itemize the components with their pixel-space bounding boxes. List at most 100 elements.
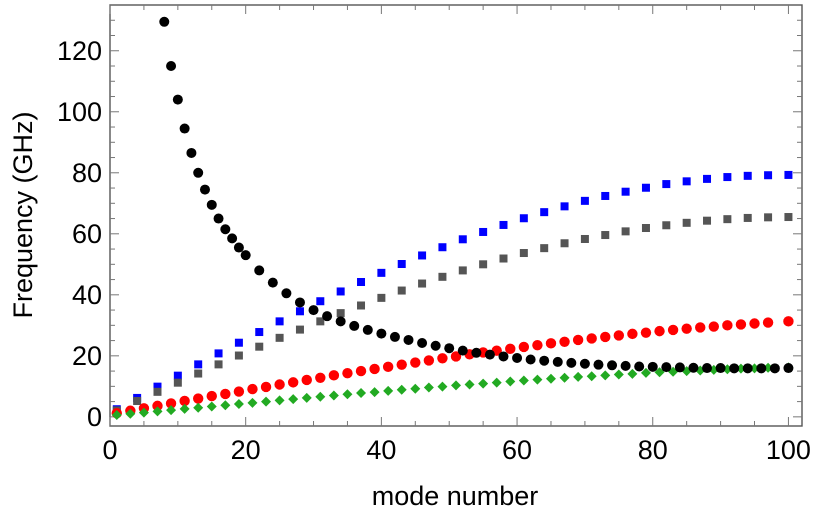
data-point — [328, 390, 339, 401]
data-point — [418, 279, 427, 288]
data-point — [559, 372, 570, 383]
data-point — [580, 196, 589, 205]
data-point — [735, 319, 747, 330]
data-point — [227, 233, 238, 244]
data-point — [444, 343, 455, 354]
data-point — [396, 359, 407, 370]
data-point — [166, 61, 177, 72]
data-point — [255, 328, 264, 337]
data-point — [260, 381, 272, 393]
data-point — [613, 369, 624, 380]
series-3 — [111, 316, 794, 419]
data-point — [186, 147, 197, 158]
data-point — [627, 328, 638, 340]
data-point — [601, 191, 610, 200]
data-point — [552, 356, 563, 367]
data-point — [586, 333, 597, 344]
data-point — [172, 94, 183, 105]
data-point — [783, 316, 794, 327]
data-point — [336, 309, 345, 318]
data-point — [362, 324, 373, 335]
data-point — [234, 351, 243, 360]
data-point — [240, 250, 251, 261]
data-point — [166, 405, 177, 416]
data-point — [539, 355, 550, 366]
data-point — [274, 395, 285, 406]
data-point — [540, 244, 549, 253]
data-point — [138, 407, 149, 418]
data-point — [579, 358, 590, 369]
y-tick-label: 80 — [72, 158, 102, 188]
data-point — [206, 390, 217, 402]
data-point — [703, 216, 712, 225]
data-point — [662, 221, 671, 230]
data-point — [620, 360, 631, 371]
data-point — [512, 352, 523, 363]
data-point — [206, 199, 217, 210]
data-point — [613, 330, 625, 341]
data-point — [153, 382, 162, 391]
data-point — [540, 208, 549, 217]
data-point — [179, 395, 190, 407]
data-point — [214, 349, 223, 358]
data-point — [357, 301, 366, 310]
data-point — [688, 362, 699, 373]
data-point — [505, 343, 516, 355]
data-point — [560, 202, 569, 211]
data-point — [234, 338, 243, 347]
data-point — [194, 360, 203, 369]
data-point — [519, 214, 528, 223]
data-point — [471, 347, 482, 358]
data-point — [328, 370, 340, 381]
data-point — [410, 357, 421, 368]
data-point — [593, 359, 604, 370]
y-tick-label: 120 — [57, 36, 102, 66]
data-point — [572, 334, 584, 346]
data-point — [288, 394, 299, 405]
data-point — [667, 324, 679, 336]
data-point — [491, 377, 502, 388]
data-point — [478, 378, 489, 389]
data-point — [214, 360, 223, 369]
x-tick-label: 60 — [502, 435, 532, 465]
data-point — [438, 272, 447, 281]
series-2 — [112, 213, 793, 415]
data-point — [159, 16, 170, 27]
data-point — [682, 218, 691, 227]
data-point — [193, 167, 204, 178]
data-point — [125, 408, 136, 419]
data-point — [335, 316, 346, 327]
data-point — [397, 286, 406, 295]
data-point — [743, 213, 752, 222]
data-point — [369, 387, 380, 398]
data-point — [573, 371, 584, 382]
data-point — [316, 297, 325, 306]
data-point — [769, 363, 780, 374]
data-point — [566, 357, 577, 368]
data-point — [545, 338, 557, 349]
data-point — [560, 239, 569, 248]
data-point — [764, 213, 773, 222]
data-point — [396, 384, 407, 395]
data-point — [206, 401, 217, 412]
axis-ticks — [109, 5, 802, 426]
data-point — [336, 287, 345, 296]
data-point — [294, 297, 305, 308]
data-point — [254, 265, 265, 276]
data-point — [715, 363, 726, 374]
data-point — [723, 215, 732, 224]
data-point — [220, 224, 231, 235]
plot-frame — [109, 4, 803, 427]
data-point — [600, 331, 611, 343]
data-point — [437, 381, 448, 392]
x-tick-label: 20 — [231, 435, 261, 465]
data-point — [438, 243, 447, 252]
data-point — [295, 307, 304, 316]
data-point — [194, 369, 203, 378]
data-point — [377, 268, 386, 277]
data-point — [133, 396, 142, 405]
y-tick-label: 60 — [72, 219, 102, 249]
data-point — [233, 242, 244, 253]
data-point — [458, 235, 467, 244]
y-axis-label: Frequency (GHz) — [8, 111, 38, 318]
